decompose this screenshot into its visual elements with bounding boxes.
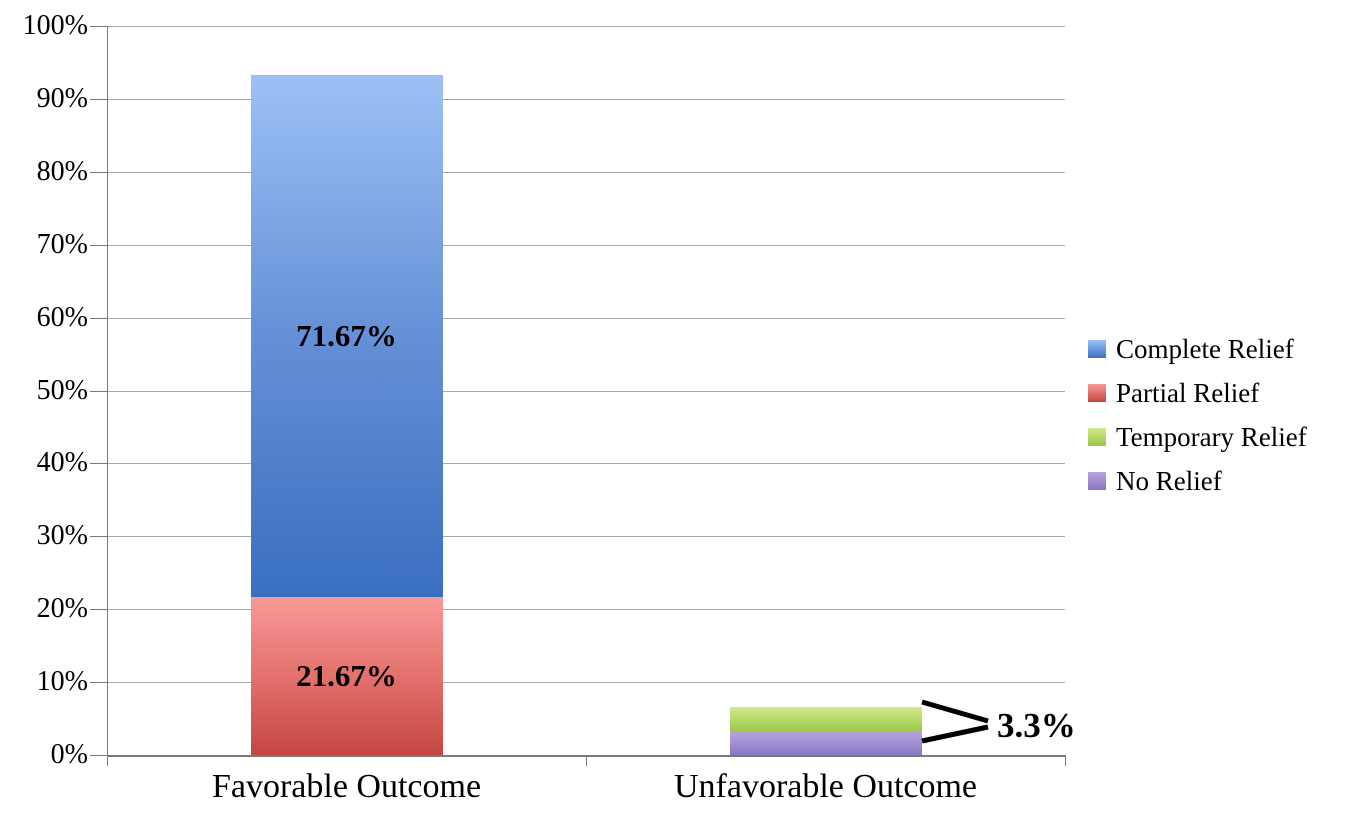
- y-axis-tick: [90, 244, 107, 246]
- gridline: [108, 682, 1065, 684]
- gridline: [108, 536, 1065, 538]
- y-tick-label: 90%: [36, 82, 88, 114]
- legend-label: Partial Relief: [1116, 377, 1260, 408]
- legend-swatch-icon: [1088, 340, 1106, 358]
- category-label: Favorable Outcome: [211, 768, 482, 805]
- y-axis-line: [107, 26, 108, 756]
- gridline: [108, 244, 1065, 246]
- gridline: [108, 171, 1065, 173]
- y-tick-label: 80%: [36, 155, 88, 187]
- y-tick-label: 40%: [36, 447, 88, 479]
- bar-segment-label: 21.67%: [296, 658, 397, 693]
- y-tick-label: 100%: [22, 10, 88, 41]
- y-axis-tick: [90, 536, 107, 538]
- x-axis-tick: [586, 757, 587, 766]
- annotation-label: 3.3%: [997, 706, 1076, 745]
- y-axis-tick: [90, 171, 107, 173]
- legend-item-complete-relief: Complete Relief: [1088, 327, 1307, 371]
- legend-label: No Relief: [1116, 465, 1222, 496]
- y-tick-label: 50%: [36, 374, 88, 406]
- x-axis-tick: [107, 757, 108, 766]
- legend-swatch-icon: [1088, 472, 1106, 490]
- y-tick-label: 70%: [36, 228, 88, 260]
- gridline: [108, 26, 1065, 27]
- y-axis-tick: [90, 463, 107, 465]
- bar-segment-no-relief: [729, 730, 922, 755]
- y-tick-label: 0%: [50, 739, 88, 770]
- legend-item-partial-relief: Partial Relief: [1088, 371, 1307, 415]
- y-axis-tick: [90, 609, 107, 611]
- y-axis-tick: [90, 755, 107, 756]
- bar-segment-complete-relief: [250, 74, 443, 598]
- y-axis-tick: [90, 682, 107, 684]
- gridline: [108, 317, 1065, 319]
- legend-swatch-icon: [1088, 384, 1106, 402]
- y-tick-label: 20%: [36, 593, 88, 625]
- bar-segment-partial-relief: [250, 597, 443, 755]
- legend-item-no-relief: No Relief: [1088, 459, 1307, 503]
- y-axis-tick: [90, 26, 107, 27]
- x-axis-tick: [1065, 757, 1066, 766]
- y-axis-tick: [90, 98, 107, 100]
- legend-label: Complete Relief: [1116, 333, 1294, 364]
- legend: Complete Relief Partial Relief Temporary R…: [1088, 327, 1307, 503]
- y-tick-label: 60%: [36, 301, 88, 333]
- legend-item-temporary-relief: Temporary Relief: [1088, 415, 1307, 459]
- gridline: [108, 98, 1065, 100]
- legend-swatch-icon: [1088, 428, 1106, 446]
- y-tick-label: 10%: [36, 666, 88, 698]
- category-label: Unfavorable Outcome: [673, 768, 978, 805]
- y-axis-tick: [90, 317, 107, 319]
- bar-segment-label: 71.67%: [296, 317, 397, 353]
- bar-segment-temporary-relief: [729, 706, 922, 731]
- gridline: [108, 463, 1065, 465]
- legend-label: Temporary Relief: [1116, 421, 1307, 452]
- gridline: [108, 609, 1065, 611]
- callout-line-bottom: [921, 724, 989, 744]
- callout-line-top: [921, 699, 989, 724]
- y-tick-label: 30%: [36, 520, 88, 552]
- x-axis-line: [107, 755, 1066, 757]
- gridline: [108, 390, 1065, 392]
- y-axis-tick: [90, 390, 107, 392]
